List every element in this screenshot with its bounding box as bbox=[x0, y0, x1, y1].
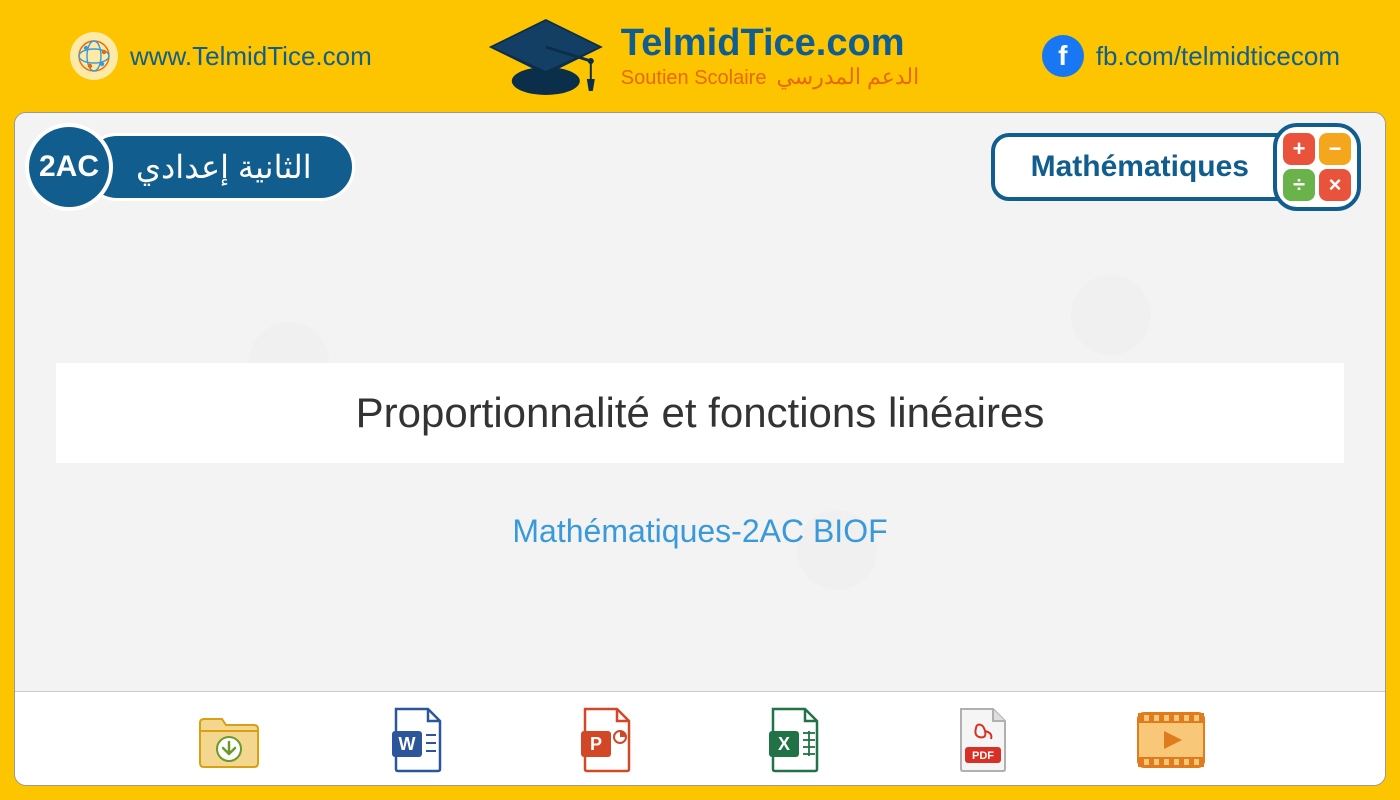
svg-text:P: P bbox=[590, 734, 602, 754]
op-plus-icon: + bbox=[1283, 133, 1315, 165]
brand: TelmidTice.com Soutien Scolaire الدعم ال… bbox=[621, 24, 919, 88]
video-file-icon[interactable] bbox=[1136, 705, 1206, 775]
globe-icon bbox=[70, 32, 118, 80]
content-mid: Proportionnalité et fonctions linéaires … bbox=[15, 221, 1385, 691]
header-left: www.TelmidTice.com bbox=[70, 32, 372, 80]
subject-pill: Mathématiques bbox=[991, 133, 1303, 201]
header-center: TelmidTice.com Soutien Scolaire الدعم ال… bbox=[481, 11, 919, 101]
level-pill: الثانية إعدادي bbox=[83, 133, 355, 201]
page-subtitle: Mathématiques-2AC BIOF bbox=[512, 513, 887, 550]
level-group: 2AC الثانية إعدادي bbox=[25, 123, 355, 211]
brand-sub-fr: Soutien Scolaire bbox=[621, 68, 767, 88]
svg-text:PDF: PDF bbox=[972, 750, 994, 762]
content-bottom: W P X bbox=[15, 691, 1385, 786]
download-folder-icon[interactable] bbox=[194, 705, 264, 775]
header: www.TelmidTice.com TelmidTice.com Soutie… bbox=[0, 0, 1400, 112]
header-right: f fb.com/telmidticecom bbox=[1042, 35, 1340, 77]
facebook-link[interactable]: fb.com/telmidticecom bbox=[1096, 41, 1340, 72]
graduation-cap-icon bbox=[481, 11, 611, 101]
word-file-icon[interactable]: W bbox=[382, 705, 452, 775]
brand-main: TelmidTice.com bbox=[621, 24, 919, 62]
svg-text:W: W bbox=[399, 734, 416, 754]
site-url[interactable]: www.TelmidTice.com bbox=[130, 41, 372, 72]
subject-group: Mathématiques + − ÷ × bbox=[991, 123, 1361, 211]
brand-sub: Soutien Scolaire الدعم المدرسي bbox=[621, 66, 919, 88]
powerpoint-file-icon[interactable]: P bbox=[571, 705, 641, 775]
level-badge: 2AC bbox=[25, 123, 113, 211]
content-frame: 2AC الثانية إعدادي Mathématiques + − ÷ ×… bbox=[14, 112, 1386, 786]
page-title: Proportionnalité et fonctions linéaires bbox=[56, 363, 1344, 463]
content-top: 2AC الثانية إعدادي Mathématiques + − ÷ × bbox=[15, 113, 1385, 221]
excel-file-icon[interactable]: X bbox=[759, 705, 829, 775]
math-ops-badge: + − ÷ × bbox=[1273, 123, 1361, 211]
op-minus-icon: − bbox=[1319, 133, 1351, 165]
brand-sub-ar: الدعم المدرسي bbox=[776, 66, 919, 88]
op-divide-icon: ÷ bbox=[1283, 169, 1315, 201]
op-times-icon: × bbox=[1319, 169, 1351, 201]
facebook-icon[interactable]: f bbox=[1042, 35, 1084, 77]
pdf-file-icon[interactable]: PDF bbox=[947, 705, 1017, 775]
svg-text:X: X bbox=[778, 734, 790, 754]
